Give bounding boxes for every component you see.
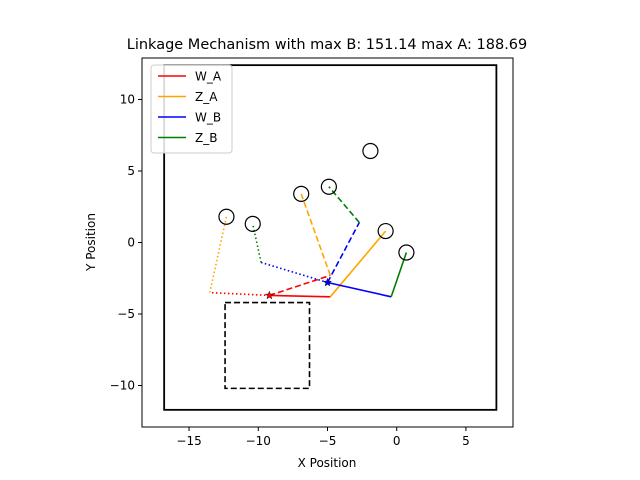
series-z-a-solid <box>329 230 387 298</box>
legend-label-w-a: W_A <box>195 70 222 84</box>
y-tick-label: 5 <box>127 164 135 178</box>
chart-title: Linkage Mechanism with max B: 151.14 max… <box>127 37 528 53</box>
legend-label-w-b: W_B <box>195 111 221 125</box>
x-axis-label: X Position <box>298 456 357 470</box>
end-effector-star-marker <box>322 277 333 287</box>
joint-circle <box>398 244 415 261</box>
boundary-box <box>163 64 498 411</box>
legend-box <box>150 64 233 154</box>
series-w-b-dashed <box>326 222 361 283</box>
joint-circle <box>244 215 261 233</box>
series-w-a-solid <box>269 294 331 298</box>
series-w-a-dotted <box>209 291 270 297</box>
joint-circle <box>218 208 235 225</box>
x-tick-label: −15 <box>176 434 201 448</box>
legend-label-z-a: Z_A <box>195 90 218 104</box>
x-tick-label: −5 <box>319 434 337 448</box>
legend: W_A Z_A W_B Z_B <box>150 64 233 154</box>
joint-circle <box>320 178 337 195</box>
end-effector-star-marker <box>264 290 274 300</box>
y-axis-label: Y Position <box>84 213 98 272</box>
series-w-a-dashed <box>269 274 331 297</box>
plot-area <box>163 64 498 411</box>
y-tick-label: −5 <box>117 307 135 321</box>
series-z-a-dotted <box>209 216 228 293</box>
y-tick-label: 0 <box>127 236 135 250</box>
series-w-b-solid <box>327 281 392 298</box>
legend-label-z-b: Z_B <box>195 131 217 145</box>
y-tick-label: 10 <box>120 92 135 106</box>
x-tick-label: 5 <box>462 434 470 448</box>
target-box <box>224 301 311 390</box>
joint-circle <box>293 185 310 202</box>
x-tick-label: 0 <box>393 434 401 448</box>
series-z-a-dashed <box>300 193 332 276</box>
series-z-b-dotted <box>251 223 262 263</box>
x-tick-label: −10 <box>246 434 271 448</box>
y-tick-label: −10 <box>110 379 135 393</box>
joint-circle <box>362 142 379 160</box>
axis-ticks: −15 −10 −5 0 5 −10 −5 0 5 10 <box>110 92 470 448</box>
joint-circle <box>377 222 394 240</box>
